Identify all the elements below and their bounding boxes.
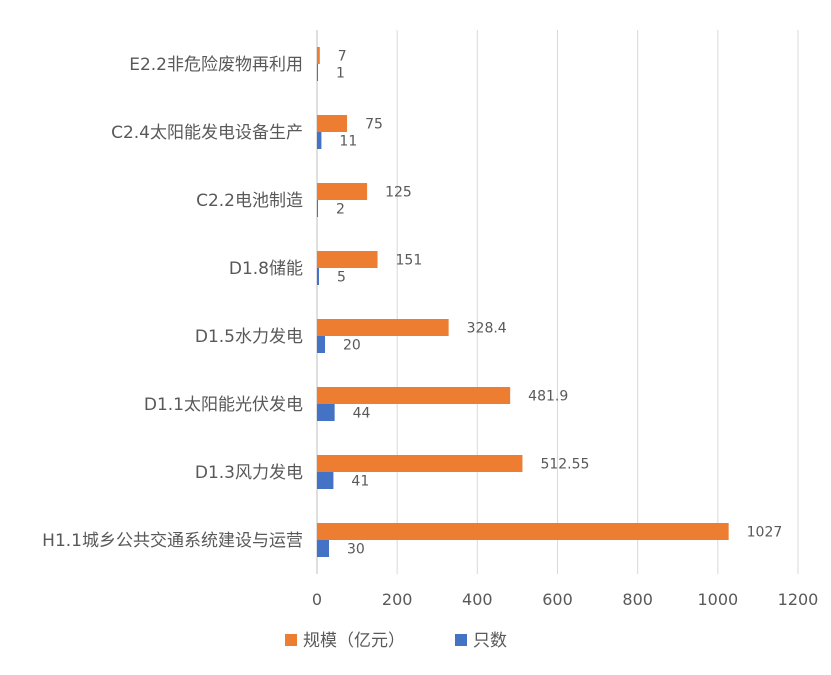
category-label-3: D1.8储能 [229, 259, 303, 279]
data-label-series-0-4: 328.4 [467, 321, 507, 337]
data-labels: 71 75 11 125 2 151 5 328.4 20 481.9 44 512.55 41 1027… [336, 49, 782, 558]
bar-series-0-7 [317, 523, 729, 540]
x-axis-tick-labels: 0 200 400 600 800 1000 1200 [312, 590, 818, 609]
x-tick-label-0: 0 [312, 590, 322, 609]
data-label-series-0-6: 512.55 [540, 457, 589, 473]
category-label-7: H1.1城乡公共交通系统建设与运营 [42, 531, 303, 551]
data-label-series-1-7: 30 [347, 542, 365, 558]
legend-swatch-series-1 [455, 634, 467, 646]
bar-series-1-2 [317, 200, 318, 217]
bar-series-0-6 [317, 455, 523, 472]
data-label-series-0-5: 481.9 [528, 389, 568, 405]
bar-series-1-7 [317, 540, 330, 557]
bar-series-0-4 [317, 319, 449, 336]
category-label-0: E2.2非危险废物再利用 [129, 55, 303, 75]
data-label-series-1-5: 44 [353, 406, 371, 422]
data-label-series-0-7: 1027 [747, 525, 783, 541]
bar-series-1-3 [317, 268, 320, 285]
category-labels: E2.2非危险废物再利用 C2.4太阳能发电设备生产 C2.2电池制造 D1.8储能 D… [42, 55, 303, 551]
category-label-1: C2.4太阳能发电设备生产 [111, 123, 303, 143]
bar-series-1-4 [317, 336, 326, 353]
data-label-series-1-2: 2 [336, 202, 345, 218]
bar-series-0-1 [317, 115, 348, 132]
legend: 规模（亿元） 只数 [285, 631, 507, 651]
data-label-series-1-0: 1 [336, 66, 345, 82]
bar-series-0-0 [317, 47, 320, 64]
legend-label-series-1: 只数 [473, 631, 507, 651]
x-tick-label-800: 800 [622, 590, 653, 609]
gridlines [316, 30, 799, 574]
data-label-series-0-3: 151 [396, 253, 423, 269]
bars [317, 47, 729, 557]
data-label-series-1-4: 20 [343, 338, 361, 354]
category-label-2: C2.2电池制造 [196, 191, 303, 211]
bar-series-1-1 [317, 132, 322, 149]
data-label-series-1-3: 5 [337, 270, 346, 286]
legend-swatch-series-0 [285, 634, 297, 646]
x-tick-label-600: 600 [542, 590, 573, 609]
bar-series-0-3 [317, 251, 378, 268]
bar-series-0-2 [317, 183, 368, 200]
data-label-series-0-0: 7 [338, 49, 347, 65]
x-tick-label-1200: 1200 [778, 590, 819, 609]
data-label-series-0-1: 75 [365, 117, 383, 133]
category-label-5: D1.1太阳能光伏发电 [144, 395, 303, 415]
category-label-6: D1.3风力发电 [195, 463, 303, 483]
data-label-series-1-6: 41 [351, 474, 369, 490]
data-label-series-1-1: 11 [339, 134, 357, 150]
bar-series-1-0 [317, 64, 318, 81]
x-tick-label-400: 400 [462, 590, 493, 609]
x-tick-label-200: 200 [382, 590, 413, 609]
category-label-4: D1.5水力发电 [195, 327, 303, 347]
bar-series-0-5 [317, 387, 511, 404]
data-label-series-0-2: 125 [385, 185, 412, 201]
bar-series-1-6 [317, 472, 334, 489]
bar-series-1-5 [317, 404, 335, 421]
x-tick-label-1000: 1000 [697, 590, 738, 609]
legend-label-series-0: 规模（亿元） [303, 631, 405, 651]
